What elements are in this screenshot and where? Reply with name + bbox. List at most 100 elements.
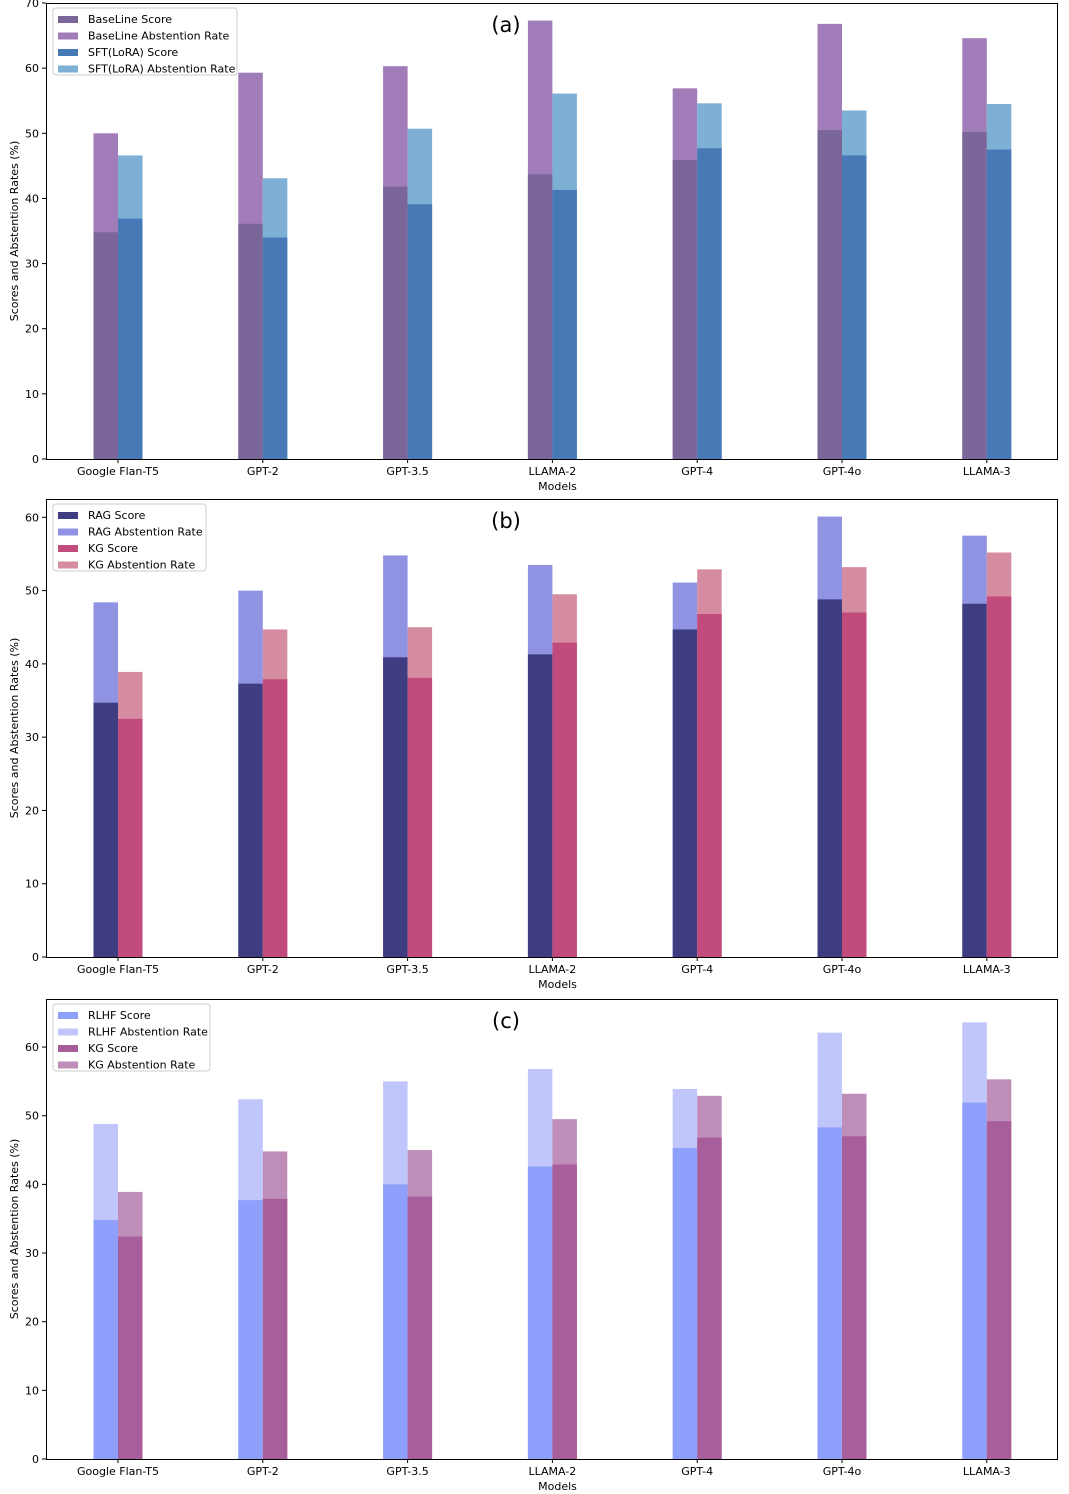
legend-box-1: [52, 503, 207, 572]
bar-0-0-0: [93, 232, 118, 459]
legend-label-1-0: RAG Score: [88, 509, 146, 522]
x-tick-label-0-1: GPT-2: [247, 465, 279, 478]
legend-swatch-0-0: [58, 16, 78, 23]
legend-label-0-3: SFT(LoRA) Abstention Rate: [88, 63, 236, 76]
y-tick-label-2-6: 60: [25, 1041, 39, 1054]
legend-swatch-1-2: [58, 545, 78, 552]
x-tick-label-1-0: Google Flan-T5: [77, 963, 159, 976]
x-tick-label-1-3: LLAMA-2: [529, 963, 577, 976]
x-tick-label-2-2: GPT-3.5: [386, 1465, 428, 1478]
chart-panel-1: 0 10 20 30 40 50 60 Google Flan-T5 GPT-2 GPT-3.5 L…: [8, 499, 1058, 991]
x-tick-label-1-6: LLAMA-3: [963, 963, 1011, 976]
bar-2-2-4: [697, 1137, 722, 1459]
bar-2-0-6: [962, 1102, 987, 1459]
bar-0-0-6: [962, 131, 987, 460]
x-axis-title-2: Models: [538, 1480, 577, 1493]
bar-0-0-2: [383, 186, 408, 459]
legend-swatch-2-3: [58, 1061, 78, 1069]
y-tick-label-1-4: 40: [25, 658, 39, 671]
legend-box-0: [52, 7, 238, 76]
bar-2-0-1: [238, 1200, 263, 1459]
legend-swatch-0-3: [58, 65, 78, 73]
x-tick-label-0-3: LLAMA-2: [529, 465, 577, 478]
legend-swatch-2-0: [58, 1012, 78, 1019]
x-tick-label-0-4: GPT-4: [681, 465, 713, 478]
bar-1-2-5: [842, 612, 867, 957]
y-tick-label-0-1: 10: [25, 388, 39, 401]
y-tick-label-2-1: 10: [25, 1384, 39, 1397]
bar-1-0-6: [962, 603, 987, 957]
y-tick-label-1-2: 20: [25, 804, 39, 817]
bar-2-2-6: [986, 1121, 1012, 1459]
bar-0-2-2: [407, 204, 433, 459]
bar-0-2-6: [986, 149, 1012, 459]
x-tick-label-0-5: GPT-4o: [823, 465, 862, 478]
bar-2-0-5: [817, 1127, 842, 1459]
bar-2-2-5: [842, 1136, 867, 1459]
bar-1-0-5: [817, 599, 842, 957]
y-tick-label-0-7: 70: [25, 0, 39, 10]
legend-label-2-0: RLHF Score: [88, 1009, 151, 1022]
legend-swatch-1-3: [58, 561, 78, 569]
legend-label-0-2: SFT(LoRA) Score: [88, 46, 178, 59]
y-tick-label-2-0: 0: [32, 1453, 39, 1466]
legend-swatch-0-1: [58, 32, 78, 40]
legend-1: RAG Score RAG Abstention Rate KG Score KG A…: [52, 503, 207, 572]
y-tick-label-0-6: 60: [25, 62, 39, 75]
y-axis-title-0: Scores and Abstention Rates (%): [8, 141, 21, 322]
legend-swatch-1-1: [58, 528, 78, 536]
panel-label-2: (c): [492, 1009, 520, 1033]
bar-1-2-6: [986, 596, 1012, 957]
x-tick-label-0-0: Google Flan-T5: [77, 465, 159, 478]
y-axis-title-2: Scores and Abstention Rates (%): [8, 1139, 21, 1320]
x-tick-label-1-5: GPT-4o: [823, 963, 862, 976]
legend-label-0-1: BaseLine Abstention Rate: [88, 30, 230, 43]
y-tick-label-1-1: 10: [25, 878, 39, 891]
bar-2-0-3: [527, 1166, 553, 1459]
legend-label-1-2: KG Score: [88, 542, 138, 555]
y-tick-label-1-0: 0: [32, 951, 39, 964]
legend-box-2: [52, 1003, 211, 1072]
legend-swatch-1-0: [58, 512, 78, 519]
bar-2-2-0: [118, 1236, 143, 1459]
legend-label-1-1: RAG Abstention Rate: [88, 526, 203, 539]
x-tick-label-2-1: GPT-2: [247, 1465, 279, 1478]
bar-0-0-4: [672, 159, 698, 460]
bar-1-0-4: [672, 629, 698, 957]
bar-2-2-3: [552, 1164, 577, 1459]
bar-0-2-5: [842, 155, 867, 459]
bar-2-0-0: [93, 1220, 118, 1459]
legend-swatch-0-2: [58, 49, 78, 56]
bar-1-0-1: [238, 683, 263, 957]
legend-swatch-2-2: [58, 1045, 78, 1052]
bar-1-0-0: [93, 702, 118, 957]
legend-swatch-2-1: [58, 1028, 78, 1036]
x-axis-title-0: Models: [538, 480, 577, 493]
y-tick-label-0-2: 20: [25, 323, 39, 336]
bar-1-2-4: [697, 614, 722, 957]
panel-label-0: (a): [491, 13, 520, 37]
y-axis-title-1: Scores and Abstention Rates (%): [8, 638, 21, 819]
y-tick-label-0-5: 50: [25, 127, 39, 140]
bar-0-2-3: [552, 189, 577, 459]
x-tick-label-2-5: GPT-4o: [823, 1465, 862, 1478]
bar-1-0-2: [383, 657, 408, 957]
legend-label-0-0: BaseLine Score: [88, 13, 172, 26]
legend-label-2-1: RLHF Abstention Rate: [88, 1026, 208, 1039]
chart-panel-0: 0 10 20 30 40 50 60 70 Google Flan-T5 GPT-2 GPT-3.…: [8, 0, 1058, 493]
x-tick-label-1-1: GPT-2: [247, 963, 279, 976]
x-tick-label-2-4: GPT-4: [681, 1465, 713, 1478]
bar-0-0-1: [238, 223, 263, 459]
bar-0-2-1: [262, 237, 288, 459]
legend-label-2-3: KG Abstention Rate: [88, 1059, 196, 1072]
chart-panel-2: 0 10 20 30 40 50 60 Google Flan-T5 GPT-2 GPT-3.5 L…: [8, 999, 1058, 1493]
bar-1-2-0: [118, 718, 143, 957]
bar-1-0-3: [527, 654, 553, 957]
bar-0-0-5: [817, 130, 842, 459]
panel-label-1: (b): [491, 509, 521, 533]
x-tick-label-1-4: GPT-4: [681, 963, 713, 976]
x-tick-label-2-3: LLAMA-2: [529, 1465, 577, 1478]
bar-0-2-4: [697, 148, 722, 459]
y-tick-label-1-3: 30: [25, 731, 39, 744]
